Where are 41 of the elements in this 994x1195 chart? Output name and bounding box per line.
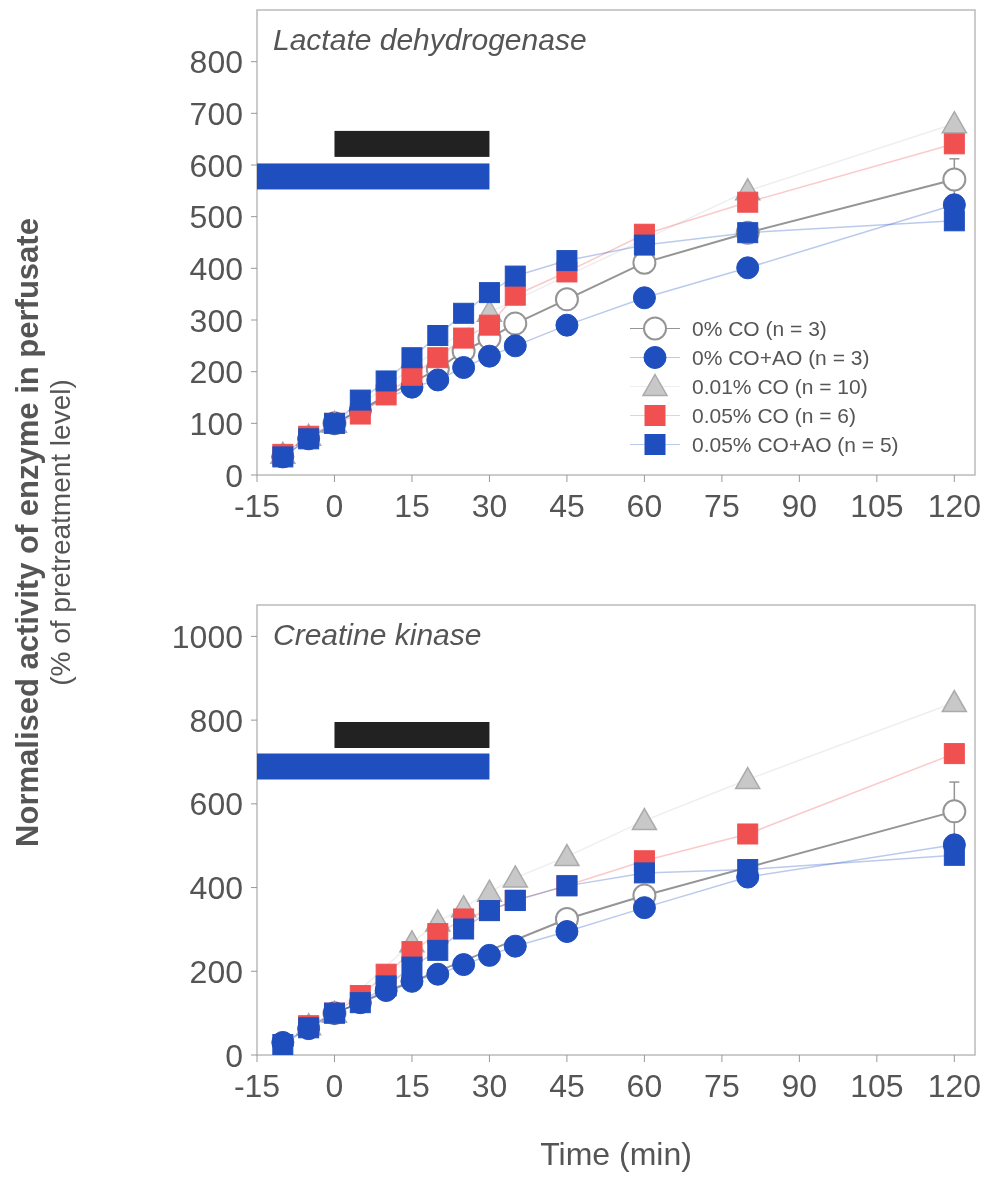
y-tick-label: 1000 [171, 618, 243, 655]
x-tick-label: 120 [927, 1068, 982, 1104]
x-tick-label: 120 [927, 488, 982, 524]
legend-label: 0.05% CO (n = 6) [692, 404, 856, 428]
y-axis-title: (% of pretreatment level) [45, 379, 76, 686]
x-tick-label: 75 [704, 1068, 740, 1104]
x-tick-label: 0 [325, 1068, 344, 1104]
x-tick-label: 45 [549, 1068, 585, 1104]
x-tick-label: 60 [626, 488, 663, 524]
y-tick-label: 500 [189, 199, 243, 236]
y-tick-label: 400 [189, 250, 243, 287]
x-axis-title: Time (min) [540, 1136, 692, 1172]
x-tick-label: 75 [704, 488, 740, 524]
x-tick-label: 105 [850, 488, 904, 524]
x-tick-label: 90 [781, 488, 818, 524]
y-axis-title: Normalised activity of enzyme in perfusate [10, 218, 45, 847]
chart-title: Creatine kinase [273, 618, 482, 651]
x-tick-label: 45 [549, 488, 585, 524]
legend-label: 0% CO (n = 3) [692, 317, 827, 341]
x-tick-label: 0 [325, 488, 344, 524]
legend-label: 0.05% CO+AO (n = 5) [692, 433, 899, 457]
x-tick-label: 30 [471, 488, 508, 524]
y-tick-label: 200 [189, 953, 243, 990]
legend-label: 0.01% CO (n = 10) [692, 375, 868, 399]
y-tick-label: 600 [189, 786, 243, 823]
y-tick-label: 200 [189, 354, 243, 391]
x-tick-label: 15 [394, 488, 430, 524]
x-tick-label: 60 [626, 1068, 663, 1104]
legend-label: 0% CO+AO (n = 3) [692, 346, 870, 370]
x-tick-label: 90 [781, 1068, 818, 1104]
chart-title: Lactate dehydrogenase [273, 23, 587, 56]
y-tick-label: 100 [189, 405, 243, 442]
x-tick-label: 30 [471, 1068, 508, 1104]
y-tick-label: 600 [189, 147, 243, 184]
x-tick-label: 105 [850, 1068, 904, 1104]
y-tick-label: 400 [189, 870, 243, 907]
x-tick-label: 15 [394, 1068, 430, 1104]
y-tick-label: 800 [189, 702, 243, 739]
y-tick-label: 700 [189, 95, 243, 132]
y-tick-label: 800 [189, 44, 243, 81]
y-tick-label: 300 [189, 302, 243, 339]
